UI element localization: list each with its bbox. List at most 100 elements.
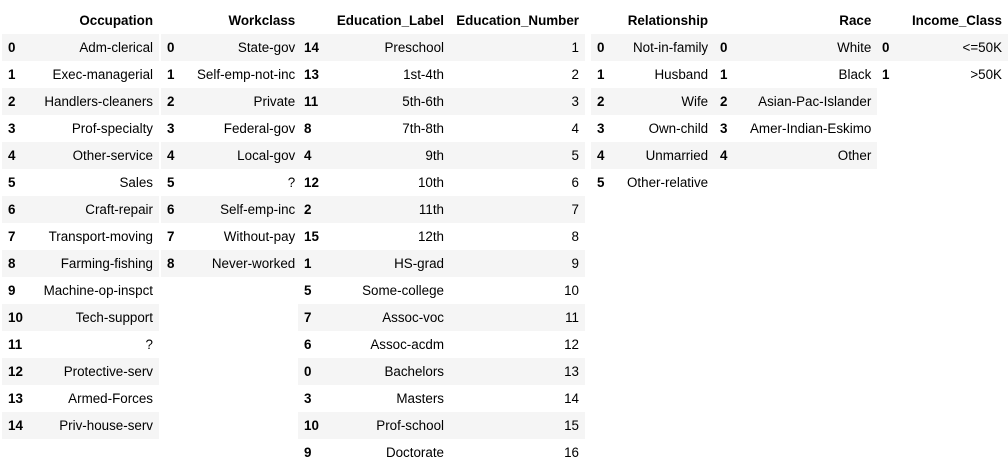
table-row: 7 Transport-moving: [2, 223, 159, 250]
table-cell: ?: [287, 175, 296, 190]
table-cell: 11: [565, 310, 579, 325]
table-cell: State-gov: [237, 40, 296, 55]
table-cell: Black: [838, 67, 872, 82]
row-index: 7: [8, 229, 16, 244]
table-row: 1 Self-emp-not-inc: [161, 61, 302, 88]
table-cell: 16: [564, 445, 579, 460]
row-index: 3: [8, 121, 16, 136]
table-cell: HS-grad: [394, 256, 444, 271]
row-index: 8: [8, 256, 16, 271]
row-index: 5: [304, 283, 312, 298]
row-index: 1: [597, 67, 605, 82]
table-cell: 10: [564, 283, 579, 298]
row-index: 15: [304, 229, 319, 244]
table-cell: Sales: [119, 175, 154, 190]
table-cell: Handlers-cleaners: [44, 94, 153, 109]
table-cell: Bachelors: [384, 364, 444, 379]
row-index: 12: [304, 175, 319, 190]
table-cell: Assoc-voc: [382, 310, 444, 325]
table-cell: Preschool: [384, 40, 444, 55]
row-index: 0: [597, 40, 605, 55]
row-index: 5: [167, 175, 175, 190]
row-index: 11: [8, 337, 23, 352]
row-index: 2: [597, 94, 605, 109]
table-row: 11 5th-6th 3: [298, 88, 585, 115]
table-cell: 9: [571, 256, 579, 271]
table-cell: 15: [564, 418, 579, 433]
table-row: 3 Prof-specialty: [2, 115, 159, 142]
table-row: 4 Other: [714, 142, 878, 169]
row-index: 8: [304, 121, 312, 136]
header-row: Occupation: [2, 7, 159, 34]
table-row: 4 Other-service: [2, 142, 159, 169]
table-row: 7 Assoc-voc 11: [298, 304, 585, 331]
table-cell: 5: [571, 148, 579, 163]
row-index: 14: [304, 40, 319, 55]
row-index: 13: [304, 67, 319, 82]
table-row: 13 Armed-Forces: [2, 385, 159, 412]
table-cell: Assoc-acdm: [370, 337, 444, 352]
table-cell: Adm-clerical: [79, 40, 153, 55]
index-header: [161, 7, 191, 34]
table-cell: 8: [571, 229, 579, 244]
row-index: 7: [304, 310, 312, 325]
table-row: 5?: [161, 169, 302, 196]
table-cell: Local-gov: [237, 148, 296, 163]
table-cell: 1: [571, 40, 579, 55]
row-index: 1: [882, 67, 890, 82]
education-table: Education_Label Education_Number 14 Prescho…: [298, 7, 585, 466]
table-cell: 9th: [425, 148, 444, 163]
table-cell: Exec-managerial: [52, 67, 153, 82]
row-index: 9: [304, 445, 312, 460]
row-index: 2: [720, 94, 728, 109]
table-row: 3 Own-child: [591, 115, 715, 142]
row-index: 2: [8, 94, 16, 109]
row-index: 3: [720, 121, 728, 136]
table-row: 2 11th 7: [298, 196, 585, 223]
table-cell: Armed-Forces: [68, 391, 153, 406]
table-row: 1 HS-grad 9: [298, 250, 585, 277]
table-row: 2 Handlers-cleaners: [2, 88, 159, 115]
table-cell: 4: [571, 121, 579, 136]
column-header: Education_Number: [456, 13, 579, 28]
table-row: 10 Tech-support: [2, 304, 159, 331]
row-index: 2: [167, 94, 175, 109]
table-cell: 2: [571, 67, 579, 82]
table-cell: 1st-4th: [403, 67, 444, 82]
table-row: 2 Private: [161, 88, 302, 115]
row-index: 10: [304, 418, 319, 433]
table-row: 6 Assoc-acdm 12: [298, 331, 585, 358]
row-index: 4: [304, 148, 312, 163]
table-row: 4 Local-gov: [161, 142, 302, 169]
income-class-table: Income_Class 0 <=50K 1 >50K: [876, 7, 1008, 88]
table-row: 12 Protective-serv: [2, 358, 159, 385]
row-index: 10: [8, 310, 23, 325]
table-row: 0 Not-in-family: [591, 34, 715, 61]
table-cell: Tech-support: [75, 310, 153, 325]
table-cell: 13: [564, 364, 579, 379]
table-cell: 12th: [417, 229, 444, 244]
row-index: 1: [304, 256, 312, 271]
table-row: 9 Machine-op-inspct: [2, 277, 159, 304]
row-index: 3: [597, 121, 605, 136]
row-index: 4: [8, 148, 16, 163]
table-row: 9 Doctorate 16: [298, 439, 585, 466]
table-cell: Own-child: [648, 121, 709, 136]
table-row: 2 Wife: [591, 88, 715, 115]
table-cell: Priv-house-serv: [59, 418, 153, 433]
relationship-table: Relationship 0 Not-in-family 1 Husband 2 Wife 3…: [591, 7, 715, 196]
table-cell: 12: [564, 337, 579, 352]
row-index: 8: [167, 256, 175, 271]
table-cell: 6: [571, 175, 579, 190]
row-index: 3: [167, 121, 175, 136]
table-row: 0 Adm-clerical: [2, 34, 159, 61]
row-index: 14: [8, 418, 23, 433]
column-header: Relationship: [627, 13, 709, 28]
row-index: 4: [597, 148, 605, 163]
table-row: 2 Asian-Pac-Islander: [714, 88, 878, 115]
table-cell: Other-service: [72, 148, 153, 163]
row-index: 1: [720, 67, 728, 82]
table-row: 1 Exec-managerial: [2, 61, 159, 88]
table-cell: Machine-op-inspct: [43, 283, 153, 298]
index-header: [714, 7, 744, 34]
